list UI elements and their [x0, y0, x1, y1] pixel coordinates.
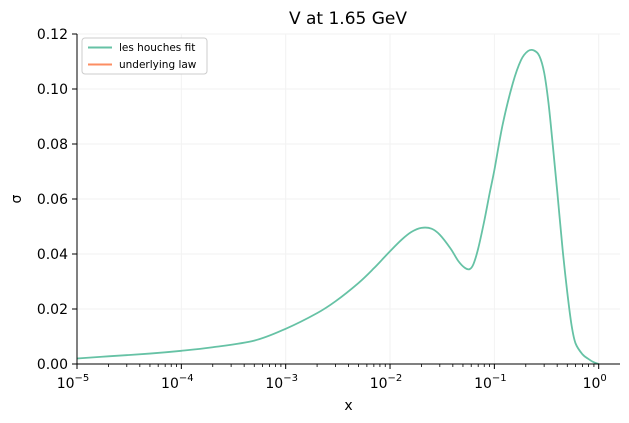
- y-axis-label: σ: [9, 194, 25, 203]
- series-line-les-houches-fit: [76, 48, 599, 365]
- legend-frame: [81, 37, 208, 75]
- x-tick-label: 10−4: [161, 373, 194, 392]
- legend-label-les-houches-fit: les houches fit: [119, 42, 195, 54]
- x-tick-label: 10−3: [265, 373, 298, 392]
- x-tick-label: 10−2: [370, 373, 403, 392]
- y-tick-label: 0.10: [37, 82, 68, 98]
- grid: [76, 33, 620, 365]
- x-tick-label: 100: [583, 373, 607, 392]
- axes: [72, 33, 620, 369]
- legend-label-underlying-law: underlying law: [119, 59, 197, 71]
- y-tick-label: 0.02: [37, 302, 68, 318]
- series-layer: [76, 48, 599, 365]
- legend: les houches fit underlying law: [81, 37, 208, 75]
- y-tick-label: 0.12: [37, 27, 68, 43]
- y-tick-label: 0.04: [37, 247, 68, 263]
- y-tick-label: 0.06: [37, 192, 68, 208]
- x-axis-label: x: [344, 398, 352, 414]
- y-tick-label: 0.00: [37, 357, 68, 373]
- x-tick-label: 10−5: [57, 373, 90, 392]
- tick-labels: 0.00 0.02 0.04 0.06 0.08 0.10 0.12 10−5 10−4 10−3…: [37, 27, 607, 392]
- y-tick-label: 0.08: [37, 137, 68, 153]
- x-tick-label: 10−1: [474, 373, 507, 392]
- chart-title: V at 1.65 GeV: [289, 9, 407, 29]
